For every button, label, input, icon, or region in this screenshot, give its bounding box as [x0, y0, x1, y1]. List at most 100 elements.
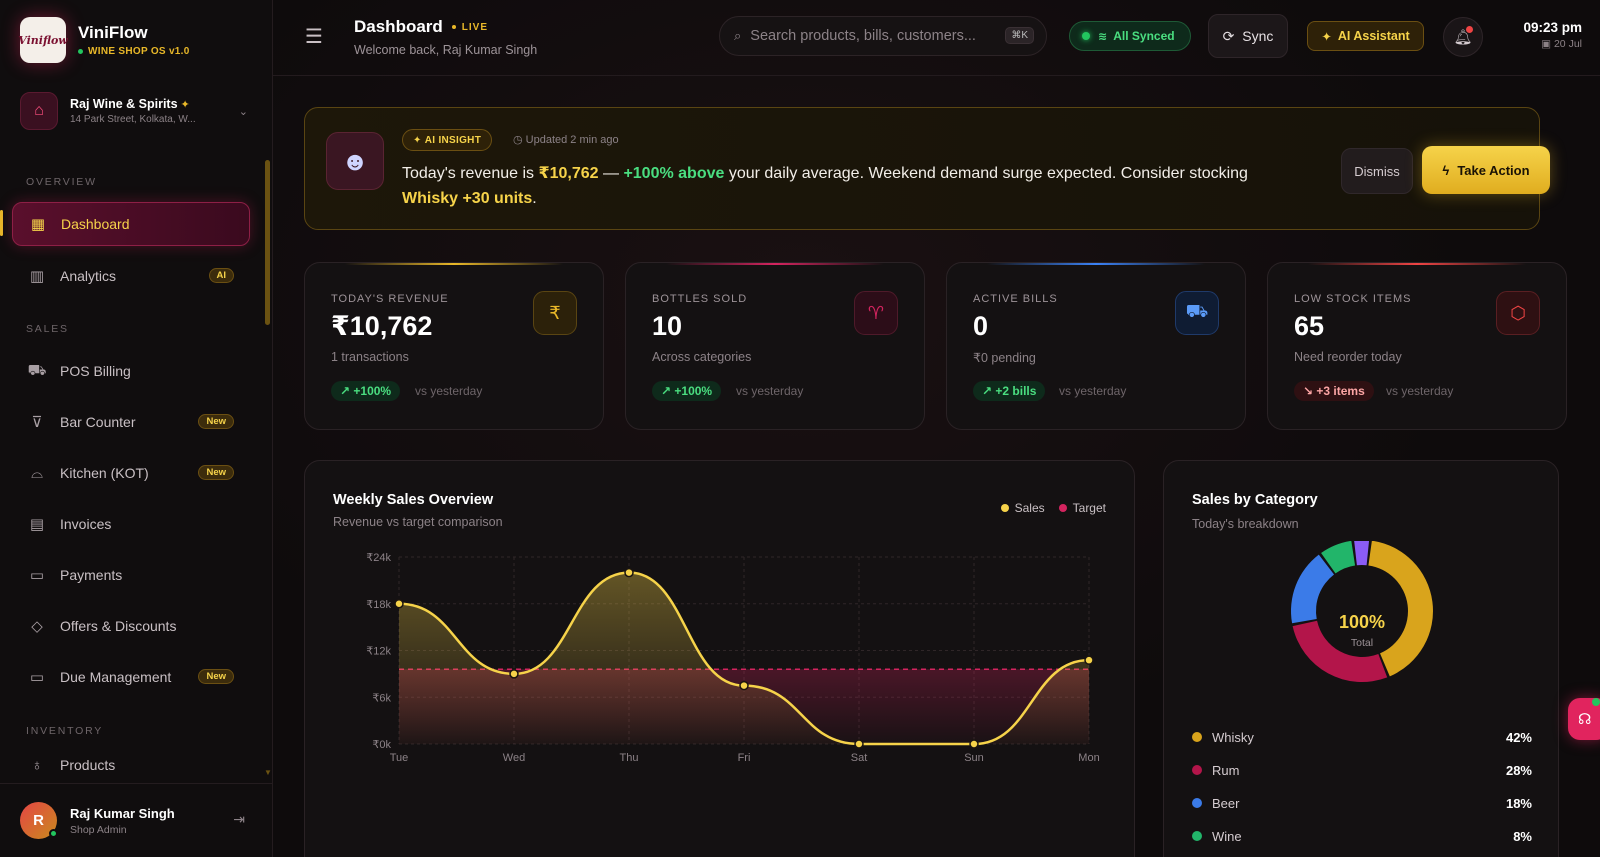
donut-slice-beer[interactable]	[1291, 554, 1335, 624]
sidebar-item-dashboard[interactable]: ▦ Dashboard	[12, 202, 250, 246]
trend-chip: ↗ +100%	[652, 381, 722, 401]
x-tick-label: Fri	[738, 752, 751, 764]
donut-slice-wine[interactable]	[1321, 541, 1356, 574]
panel-title: Sales by Category	[1192, 492, 1318, 508]
new-badge: New	[198, 465, 234, 480]
card-icon: ▭	[29, 567, 45, 584]
wifi-icon: ≋	[1098, 30, 1108, 43]
scrollbar-thumb[interactable]	[265, 160, 270, 325]
sales-point[interactable]	[969, 739, 979, 749]
stat-subtext: ₹0 pending	[973, 351, 1036, 365]
take-action-button[interactable]: ϟ Take Action	[1422, 146, 1550, 194]
bell-icon: 🔔︎	[1453, 29, 1473, 46]
box-icon: ⬡	[1496, 291, 1540, 335]
sidebar: Viniflow ViniFlow WINE SHOP OS v1.0 ⌂ Ra…	[0, 0, 273, 857]
sidebar-scrollbar[interactable]	[265, 160, 270, 770]
bottle-icon: ♁	[31, 756, 43, 774]
notifications-button[interactable]: 🔔︎	[1443, 17, 1483, 57]
sidebar-item-bar-counter[interactable]: ⊽ Bar Counter New	[12, 400, 250, 444]
panel-subtitle: Today's breakdown	[1192, 517, 1299, 531]
avatar: R	[20, 802, 58, 839]
legend-target[interactable]: Target	[1058, 501, 1106, 515]
sidebar-item-products[interactable]: ♁ Products	[12, 751, 250, 779]
stat-label: LOW STOCK ITEMS	[1294, 293, 1412, 305]
online-status-icon	[49, 829, 58, 838]
stat-value: 0	[973, 311, 989, 341]
shop-address: 14 Park Street, Kolkata, W...	[70, 114, 196, 125]
stat-value: ₹10,762	[331, 311, 433, 341]
panel-subtitle: Revenue vs target comparison	[333, 515, 503, 529]
stat-subtext: 1 transactions	[331, 350, 409, 364]
search-bar[interactable]: ⌕ ⌘K	[719, 16, 1047, 56]
panel-title: Weekly Sales Overview	[333, 492, 494, 508]
sales-point[interactable]	[1084, 655, 1094, 665]
legend-sales[interactable]: Sales	[1000, 501, 1045, 515]
sales-point[interactable]	[394, 599, 404, 609]
hamburger-menu-icon[interactable]: ☰	[305, 26, 323, 48]
dismiss-button[interactable]: Dismiss	[1341, 148, 1413, 194]
comparison-text: vs yesterday	[1059, 384, 1127, 398]
user-name: Raj Kumar Singh	[70, 805, 175, 821]
category-row-whisky[interactable]: Whisky 42%	[1192, 727, 1532, 747]
sidebar-item-label: Products	[60, 757, 116, 773]
document-icon: ▤	[29, 516, 45, 533]
stat-card-bottles[interactable]: BOTTLES SOLD 10 Across categories ♈︎ ↗ +…	[625, 262, 925, 430]
ai-assistant-button[interactable]: ✦ AI Assistant	[1307, 21, 1424, 51]
chevron-down-icon: ⌄	[238, 105, 248, 118]
section-label-sales: SALES	[26, 323, 69, 335]
stat-card-low-stock[interactable]: LOW STOCK ITEMS 65 Need reorder today ⬡ …	[1267, 262, 1567, 430]
sales-point[interactable]	[739, 680, 749, 691]
donut-slice-other[interactable]	[1354, 541, 1370, 566]
y-tick-label: ₹6k	[372, 692, 391, 704]
user-profile[interactable]: R Raj Kumar Singh Shop Admin ⇥	[0, 783, 273, 857]
main-content: ☰ Dashboard LIVE Welcome back, Raj Kumar…	[273, 0, 1600, 857]
sidebar-item-kitchen[interactable]: ⌓ Kitchen (KOT) New	[12, 451, 250, 495]
stat-card-revenue[interactable]: TODAY'S REVENUE ₹10,762 1 transactions ₹…	[304, 262, 604, 430]
new-badge: New	[198, 414, 234, 429]
user-role: Shop Admin	[70, 823, 127, 836]
sidebar-item-payments[interactable]: ▭ Payments	[12, 553, 250, 597]
sales-point[interactable]	[509, 669, 519, 679]
sidebar-item-label: POS Billing	[60, 363, 131, 379]
sidebar-item-label: Payments	[60, 567, 123, 583]
sparkle-icon: ✦	[413, 134, 425, 146]
stat-card-active-bills[interactable]: ACTIVE BILLS 0 ₹0 pending ⛟ ↗ +2 bills v…	[946, 262, 1246, 430]
ai-insight-tag: ✦ AI INSIGHT	[402, 129, 493, 151]
status-dot-icon	[1082, 32, 1090, 40]
shop-selector[interactable]: ⌂ Raj Wine & Spirits ✦ 14 Park Street, Ko…	[20, 89, 248, 133]
topbar: ☰ Dashboard LIVE Welcome back, Raj Kumar…	[273, 0, 1600, 76]
sidebar-item-analytics[interactable]: ▥ Analytics AI	[12, 254, 250, 298]
sidebar-item-offers[interactable]: ◇ Offers & Discounts	[12, 604, 250, 648]
sales-area	[399, 572, 1089, 744]
sales-point[interactable]	[854, 739, 864, 749]
section-label-inventory: INVENTORY	[26, 725, 104, 737]
live-indicator: LIVE	[451, 22, 488, 33]
sync-button[interactable]: ⟳ Sync	[1208, 14, 1288, 58]
comparison-text: vs yesterday	[736, 384, 804, 398]
brand[interactable]: Viniflow ViniFlow WINE SHOP OS v1.0	[18, 17, 190, 63]
donut-center-value: 100%	[1338, 612, 1386, 632]
sidebar-item-label: Offers & Discounts	[60, 618, 177, 634]
category-row-rum[interactable]: Rum 28%	[1192, 760, 1532, 780]
category-row-wine[interactable]: Wine 8%	[1192, 826, 1532, 846]
bar-chart-icon: ▥	[29, 268, 45, 285]
page-title: Dashboard LIVE	[354, 17, 489, 36]
sidebar-item-due-management[interactable]: ▭ Due Management New	[12, 655, 250, 699]
robot-icon: ☻	[326, 132, 384, 190]
donut-slice-rum[interactable]	[1292, 620, 1388, 682]
logout-icon[interactable]: ⇥	[233, 811, 245, 827]
ai-badge: AI	[208, 268, 234, 283]
sidebar-item-pos-billing[interactable]: ⛟ POS Billing	[12, 349, 250, 393]
donut-slice-whisky[interactable]	[1368, 541, 1433, 677]
sidebar-item-invoices[interactable]: ▤ Invoices	[12, 502, 250, 546]
sales-point[interactable]	[624, 567, 634, 578]
x-tick-label: Thu	[620, 752, 639, 764]
support-button[interactable]: ☊	[1568, 698, 1600, 740]
scroll-down-arrow-icon[interactable]: ▼	[264, 768, 272, 777]
weekly-sales-panel: ₹0k ₹6k ₹12k ₹18k ₹24k Tue Wed Thu Fri Sat Sun Mon …	[304, 460, 1135, 857]
sidebar-item-label: Due Management	[60, 669, 172, 685]
cart-icon: ⛟	[27, 361, 47, 379]
category-row-beer[interactable]: Beer 18%	[1192, 793, 1532, 813]
insight-message: Today's revenue is ₹10,762 — +100% above…	[402, 165, 1248, 207]
search-input[interactable]	[750, 28, 996, 44]
